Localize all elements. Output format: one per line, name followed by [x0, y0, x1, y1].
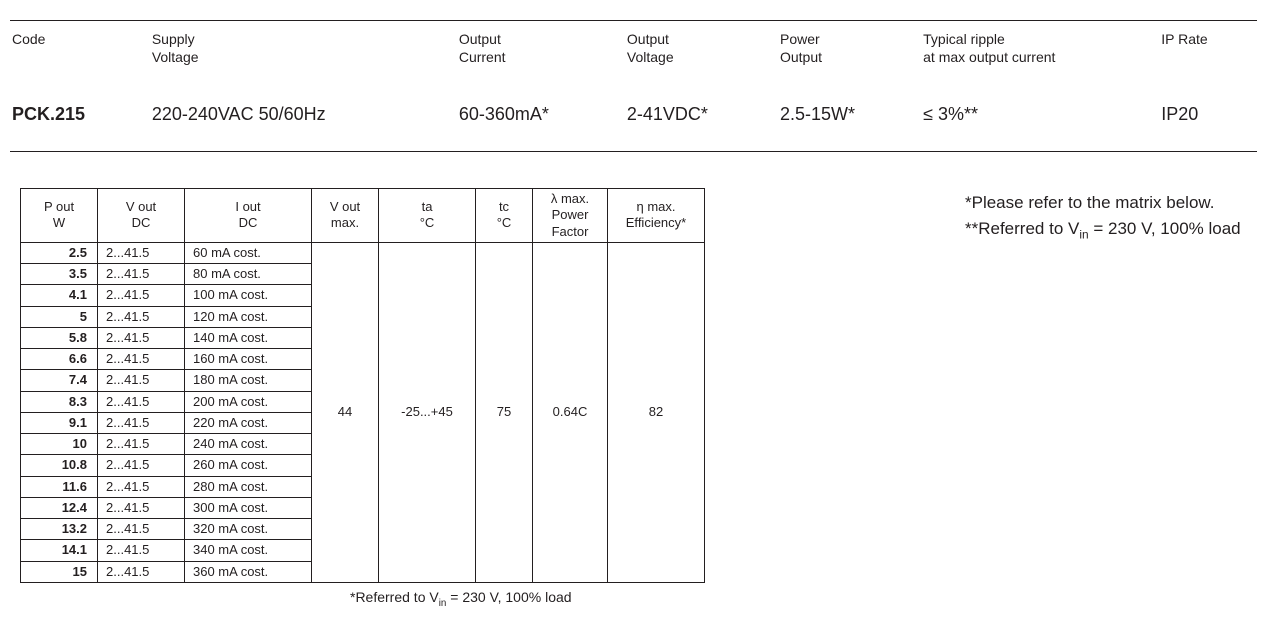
- matrix-h-iout-dc: I out DC: [185, 189, 312, 243]
- notes-line2-suffix: = 230 V, 100% load: [1089, 219, 1241, 238]
- matrix-footnote-suffix: = 230 V, 100% load: [446, 589, 571, 605]
- matrix-cell-vout-dc: 2...41.5: [98, 242, 185, 263]
- summary-ocur: 60-360mA*: [459, 84, 625, 149]
- matrix-cell-pout: 8.3: [21, 391, 98, 412]
- summary-pout: 2.5-15W*: [780, 84, 921, 149]
- matrix-row: 2.52...41.560 mA cost.44-25...+45750.64C…: [21, 242, 705, 263]
- matrix-cell-pout: 5.8: [21, 327, 98, 348]
- matrix-table: P out W V out DC I out DC V out max. ta …: [20, 188, 705, 583]
- matrix-cell-iout-dc: 160 mA cost.: [185, 349, 312, 370]
- matrix-cell-vout-dc: 2...41.5: [98, 497, 185, 518]
- matrix-cell-vout-dc: 2...41.5: [98, 264, 185, 285]
- matrix-cell-iout-dc: 260 mA cost.: [185, 455, 312, 476]
- matrix-cell-vout-dc: 2...41.5: [98, 476, 185, 497]
- matrix-cell-pout: 5: [21, 306, 98, 327]
- matrix-cell-pout: 6.6: [21, 349, 98, 370]
- summary-h-ovolt: Output Voltage: [627, 23, 778, 82]
- matrix-h-tc: tc °C: [476, 189, 533, 243]
- matrix-cell-eff: 82: [608, 242, 705, 582]
- matrix-cell-pf: 0.64C: [533, 242, 608, 582]
- matrix-h-pout: P out W: [21, 189, 98, 243]
- matrix-cell-iout-dc: 340 mA cost.: [185, 540, 312, 561]
- matrix-cell-pout: 14.1: [21, 540, 98, 561]
- notes-line2-sub: in: [1079, 227, 1088, 241]
- matrix-cell-vout-dc: 2...41.5: [98, 306, 185, 327]
- matrix-cell-vout-dc: 2...41.5: [98, 391, 185, 412]
- matrix-cell-vout-dc: 2...41.5: [98, 519, 185, 540]
- summary-h-ip: IP Rate: [1161, 23, 1255, 82]
- matrix-h-ta: ta °C: [379, 189, 476, 243]
- matrix-cell-iout-dc: 200 mA cost.: [185, 391, 312, 412]
- summary-h-pout: Power Output: [780, 23, 921, 82]
- matrix-h-eff: η max. Efficiency*: [608, 189, 705, 243]
- matrix-cell-iout-dc: 140 mA cost.: [185, 327, 312, 348]
- matrix-cell-vout-dc: 2...41.5: [98, 285, 185, 306]
- summary-table: Code Supply Voltage Output Current Outpu…: [10, 20, 1257, 152]
- matrix-cell-vout-dc: 2...41.5: [98, 434, 185, 455]
- matrix-cell-pout: 3.5: [21, 264, 98, 285]
- matrix-cell-pout: 10.8: [21, 455, 98, 476]
- matrix-h-vout-dc: V out DC: [98, 189, 185, 243]
- matrix-cell-iout-dc: 280 mA cost.: [185, 476, 312, 497]
- matrix-cell-iout-dc: 180 mA cost.: [185, 370, 312, 391]
- matrix-cell-pout: 4.1: [21, 285, 98, 306]
- matrix-cell-vout-dc: 2...41.5: [98, 455, 185, 476]
- summary-ripple: ≤ 3%**: [923, 84, 1159, 149]
- matrix-cell-pout: 13.2: [21, 519, 98, 540]
- matrix-cell-pout: 15: [21, 561, 98, 582]
- matrix-cell-vout-dc: 2...41.5: [98, 327, 185, 348]
- matrix-cell-pout: 10: [21, 434, 98, 455]
- matrix-cell-iout-dc: 120 mA cost.: [185, 306, 312, 327]
- summary-h-ocur: Output Current: [459, 23, 625, 82]
- matrix-cell-iout-dc: 320 mA cost.: [185, 519, 312, 540]
- summary-ip: IP20: [1161, 84, 1255, 149]
- matrix-cell-vout-dc: 2...41.5: [98, 540, 185, 561]
- matrix-cell-voutmax: 44: [312, 242, 379, 582]
- matrix-cell-vout-dc: 2...41.5: [98, 349, 185, 370]
- notes-line2-prefix: **Referred to V: [965, 219, 1079, 238]
- matrix-cell-pout: 2.5: [21, 242, 98, 263]
- matrix-cell-ta: -25...+45: [379, 242, 476, 582]
- summary-ovolt: 2-41VDC*: [627, 84, 778, 149]
- matrix-cell-vout-dc: 2...41.5: [98, 370, 185, 391]
- matrix-footnote-prefix: *Referred to V: [350, 589, 439, 605]
- summary-code: PCK.215: [12, 84, 150, 149]
- matrix-cell-pout: 11.6: [21, 476, 98, 497]
- matrix-cell-tc: 75: [476, 242, 533, 582]
- matrix-h-voutmax: V out max.: [312, 189, 379, 243]
- matrix-cell-iout-dc: 60 mA cost.: [185, 242, 312, 263]
- matrix-cell-pout: 12.4: [21, 497, 98, 518]
- matrix-cell-iout-dc: 220 mA cost.: [185, 412, 312, 433]
- matrix-cell-iout-dc: 100 mA cost.: [185, 285, 312, 306]
- summary-supply: 220-240VAC 50/60Hz: [152, 84, 457, 149]
- matrix-cell-iout-dc: 240 mA cost.: [185, 434, 312, 455]
- summary-h-supply: Supply Voltage: [152, 23, 457, 82]
- matrix-cell-pout: 9.1: [21, 412, 98, 433]
- matrix-cell-iout-dc: 300 mA cost.: [185, 497, 312, 518]
- notes-block: *Please refer to the matrix below. **Ref…: [965, 188, 1241, 244]
- notes-line1: *Please refer to the matrix below.: [965, 190, 1241, 216]
- matrix-footnote: *Referred to Vin = 230 V, 100% load: [350, 589, 705, 609]
- matrix-h-pf: λ max. Power Factor: [533, 189, 608, 243]
- matrix-cell-pout: 7.4: [21, 370, 98, 391]
- matrix-cell-vout-dc: 2...41.5: [98, 561, 185, 582]
- summary-h-code: Code: [12, 23, 150, 82]
- matrix-cell-iout-dc: 360 mA cost.: [185, 561, 312, 582]
- matrix-cell-iout-dc: 80 mA cost.: [185, 264, 312, 285]
- matrix-cell-vout-dc: 2...41.5: [98, 412, 185, 433]
- summary-h-ripple: Typical ripple at max output current: [923, 23, 1159, 82]
- notes-line2: **Referred to Vin = 230 V, 100% load: [965, 216, 1241, 244]
